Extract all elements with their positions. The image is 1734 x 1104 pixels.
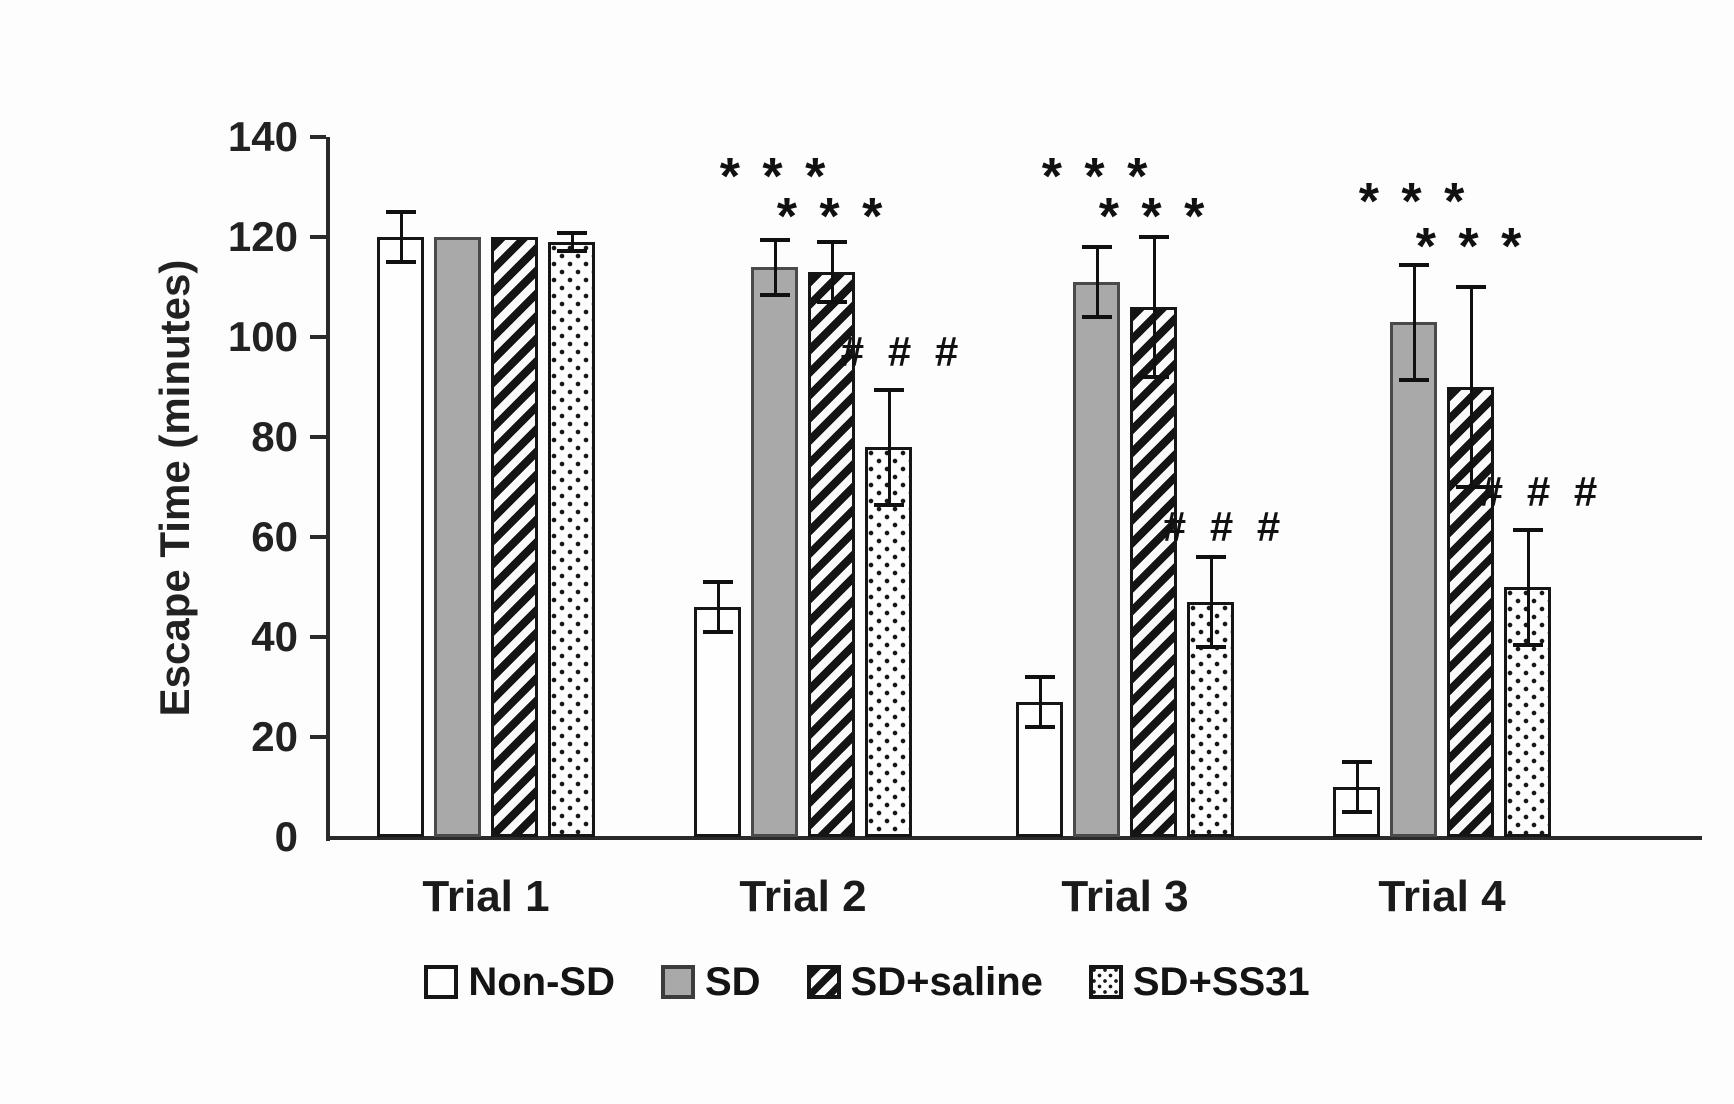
significance-annotation: * * *: [1098, 188, 1209, 246]
legend-item-non-sd: Non-SD: [424, 960, 615, 1004]
legend-label: Non-SD: [468, 960, 615, 1004]
error-bar-line: [400, 212, 403, 262]
error-bar-line: [1413, 264, 1416, 380]
y-tick-mark: [310, 735, 326, 739]
legend-swatch-solid-gray-icon: [660, 965, 695, 999]
y-tick-label: 100: [227, 313, 298, 360]
error-bar-cap-bottom: [760, 292, 790, 297]
bar-non-sd-trial-1: [377, 237, 424, 837]
x-category-label: Trial 3: [1061, 872, 1189, 921]
legend: Non-SD SD SD+saline SD+SS31: [0, 960, 1734, 1004]
y-axis-line: [326, 137, 330, 841]
error-bar-cap-bottom: [1342, 810, 1372, 814]
error-bar-cap-top: [557, 231, 587, 235]
y-tick-label: 120: [227, 213, 298, 260]
error-bar-cap-top: [1082, 245, 1112, 249]
y-tick-label: 60: [251, 513, 298, 560]
legend-label: SD: [704, 960, 761, 1004]
error-bar-cap-top: [1139, 235, 1169, 239]
significance-annotation: * * *: [719, 148, 830, 206]
error-bar-line: [831, 242, 834, 302]
y-tick-mark: [310, 235, 326, 239]
y-tick-label: 140: [227, 113, 298, 160]
error-bar-cap-top: [1025, 675, 1055, 679]
bar-sd-trial-3: [1073, 282, 1120, 837]
error-bar-cap-bottom: [386, 260, 416, 264]
legend-item-sd-saline: SD+saline: [806, 960, 1043, 1004]
error-bar-cap-bottom: [1456, 485, 1486, 489]
bar-sd-trial-4: [1390, 322, 1437, 837]
error-bar-cap-bottom: [557, 249, 587, 253]
error-bar-line: [774, 239, 777, 295]
error-bar-cap-top: [386, 210, 416, 214]
legend-item-sd: SD: [660, 960, 761, 1004]
error-bar-cap-top: [1196, 555, 1226, 559]
y-tick-label: 20: [251, 713, 298, 760]
legend-swatch-diagonal-stripes-icon: [806, 965, 841, 999]
bar-sd-trial-1: [434, 237, 481, 837]
legend-item-sd-ss31: SD+SS31: [1088, 960, 1310, 1004]
error-bar-cap-top: [874, 387, 904, 392]
bar-non-sd-trial-2: [694, 607, 741, 837]
bar-sd-trial-2: [751, 267, 798, 837]
error-bar-cap-top: [1456, 285, 1486, 289]
error-bar-cap-top: [760, 237, 790, 242]
significance-annotation: # # #: [1162, 503, 1287, 550]
error-bar-cap-bottom: [1196, 645, 1226, 649]
bar-sd-ss31-trial-2: [865, 447, 912, 837]
x-category-label: Trial 4: [1378, 872, 1506, 921]
error-bar-cap-top: [1342, 760, 1372, 764]
error-bar-line: [1356, 762, 1359, 812]
y-tick-mark: [310, 635, 326, 639]
error-bar-cap-bottom: [1139, 375, 1169, 379]
error-bar-line: [1470, 287, 1473, 487]
error-bar-line: [1039, 677, 1042, 727]
error-bar-line: [1153, 237, 1156, 377]
x-category-label: Trial 1: [422, 872, 550, 921]
error-bar-cap-top: [703, 580, 733, 584]
error-bar-cap-bottom: [874, 502, 904, 507]
bar-sd-saline-trial-1: [491, 237, 538, 837]
error-bar-cap-top: [1399, 262, 1429, 267]
y-tick-mark: [310, 335, 326, 339]
error-bar-line: [1096, 247, 1099, 317]
error-bar-cap-bottom: [817, 300, 847, 304]
error-bar-line: [1210, 557, 1213, 647]
significance-annotation: * * *: [1358, 173, 1469, 231]
legend-swatch-dots-icon: [1088, 965, 1123, 999]
x-category-label: Trial 2: [739, 872, 867, 921]
y-tick-mark: [310, 435, 326, 439]
error-bar-line: [888, 389, 891, 505]
bar-sd-saline-trial-2: [808, 272, 855, 837]
error-bar-line: [717, 582, 720, 632]
legend-label: SD+SS31: [1132, 960, 1310, 1004]
bar-sd-ss31-trial-1: [548, 242, 595, 837]
significance-annotation: # # #: [840, 328, 965, 375]
error-bar-cap-bottom: [1025, 725, 1055, 729]
error-bar-cap-top: [817, 240, 847, 244]
y-tick-mark: [310, 535, 326, 539]
bar-sd-saline-trial-3: [1130, 307, 1177, 837]
significance-annotation: # # #: [1479, 468, 1604, 515]
y-tick-label: 80: [251, 413, 298, 460]
error-bar-cap-bottom: [1399, 377, 1429, 382]
y-tick-label: 40: [251, 613, 298, 660]
error-bar-cap-bottom: [703, 630, 733, 634]
legend-swatch-plain-icon: [424, 965, 459, 999]
error-bar-line: [571, 233, 574, 251]
error-bar-cap-bottom: [1513, 642, 1543, 647]
y-tick-mark: [310, 135, 326, 139]
significance-annotation: * * *: [1415, 218, 1526, 276]
significance-annotation: * * *: [776, 188, 887, 246]
bar-sd-ss31-trial-4: [1504, 587, 1551, 837]
significance-annotation: * * *: [1041, 148, 1152, 206]
error-bar-cap-bottom: [1082, 315, 1112, 319]
legend-label: SD+saline: [850, 960, 1043, 1004]
error-bar-line: [1527, 529, 1530, 645]
x-axis-line: [326, 836, 1702, 840]
y-tick-label: 0: [274, 813, 298, 860]
error-bar-cap-top: [1513, 527, 1543, 532]
